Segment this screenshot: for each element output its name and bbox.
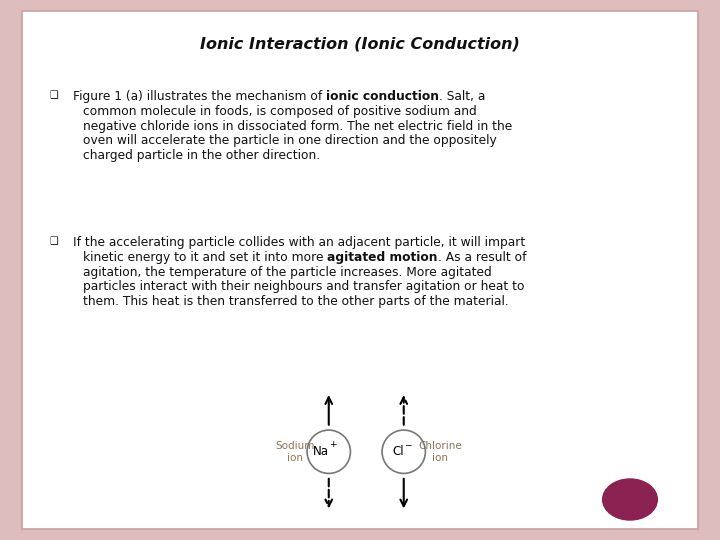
Text: them. This heat is then transferred to the other parts of the material.: them. This heat is then transferred to t… xyxy=(83,295,508,308)
Text: oven will accelerate the particle in one direction and the oppositely: oven will accelerate the particle in one… xyxy=(83,134,497,147)
Text: Na: Na xyxy=(312,446,329,458)
Circle shape xyxy=(307,430,351,474)
Text: −: − xyxy=(404,440,412,449)
Text: . As a result of: . As a result of xyxy=(438,251,526,264)
Text: If the accelerating particle collides with an adjacent particle, it will impart: If the accelerating particle collides wi… xyxy=(73,237,526,249)
Text: kinetic energy to it and set it into more: kinetic energy to it and set it into mor… xyxy=(83,251,327,264)
Text: agitation, the temperature of the particle increases. More agitated: agitation, the temperature of the partic… xyxy=(83,266,492,279)
FancyBboxPatch shape xyxy=(22,11,698,529)
Text: particles interact with their neighbours and transfer agitation or heat to: particles interact with their neighbours… xyxy=(83,280,524,293)
Text: charged particle in the other direction.: charged particle in the other direction. xyxy=(83,149,320,162)
Text: +: + xyxy=(329,440,337,449)
Text: Cl: Cl xyxy=(392,446,404,458)
Text: Ionic Interaction (Ionic Conduction): Ionic Interaction (Ionic Conduction) xyxy=(200,37,520,52)
Text: Figure 1 (a) illustrates the mechanism of: Figure 1 (a) illustrates the mechanism o… xyxy=(73,91,326,104)
Text: ionic conduction: ionic conduction xyxy=(326,91,439,104)
Text: Sodium
ion: Sodium ion xyxy=(275,441,315,463)
Text: common molecule in foods, is composed of positive sodium and: common molecule in foods, is composed of… xyxy=(83,105,477,118)
Text: ❑: ❑ xyxy=(50,237,58,246)
Text: negative chloride ions in dissociated form. The net electric field in the: negative chloride ions in dissociated fo… xyxy=(83,120,512,133)
Circle shape xyxy=(603,479,657,520)
Text: . Salt, a: . Salt, a xyxy=(439,91,486,104)
Text: agitated motion: agitated motion xyxy=(327,251,438,264)
Circle shape xyxy=(382,430,426,474)
Text: ❑: ❑ xyxy=(50,91,58,100)
Text: Chlorine
ion: Chlorine ion xyxy=(418,441,462,463)
